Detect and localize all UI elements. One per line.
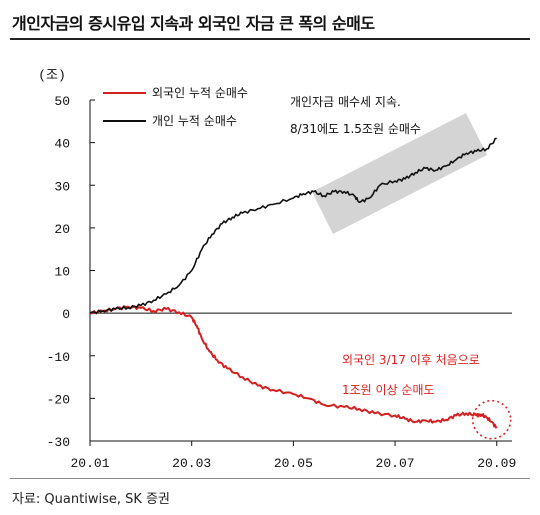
y-unit-label: (조) <box>38 68 66 83</box>
y-tick-label: -10 <box>47 350 70 365</box>
highlight-circle <box>471 399 512 440</box>
x-tick-label: 20.01 <box>70 456 109 470</box>
annotation-individual-2: 8/31에도 1.5조원 순매수 <box>290 122 421 136</box>
x-tick-label: 20.03 <box>172 456 211 470</box>
y-tick-label: 10 <box>54 265 70 280</box>
legend-item-individual-label: 개인 누적 순매수 <box>152 114 237 128</box>
source-note: 자료: Quantiwise, SK 증권 <box>12 492 170 507</box>
annotation-foreign-1: 외국인 3/17 이후 처음으로 <box>342 353 480 367</box>
chart-title: 개인자금의 증시유입 지속과 외국인 자금 큰 폭의 순매도 <box>12 14 375 33</box>
highlight-band <box>312 113 487 234</box>
legend-item-foreign-label: 외국인 누적 순매수 <box>152 86 248 100</box>
x-tick-label: 20.07 <box>376 456 415 470</box>
title-divider <box>10 38 530 40</box>
annotation-individual-1: 개인자금 매수세 지속. <box>290 95 401 109</box>
y-tick-label: -20 <box>47 392 70 407</box>
x-tick-label: 20.05 <box>274 456 313 470</box>
series-line-foreign <box>89 305 498 429</box>
y-tick-label: 0 <box>62 307 70 322</box>
y-tick-label: -30 <box>47 435 70 450</box>
annotation-foreign-2: 1조원 이상 순매도 <box>342 383 435 397</box>
y-tick-label: 30 <box>54 179 70 194</box>
y-tick-label: 20 <box>54 222 70 237</box>
source-divider <box>10 478 530 479</box>
y-tick-label: 40 <box>54 137 70 152</box>
y-tick-label: 50 <box>54 94 70 109</box>
x-tick-label: 20.09 <box>477 456 516 470</box>
series-line-individual <box>89 137 497 315</box>
